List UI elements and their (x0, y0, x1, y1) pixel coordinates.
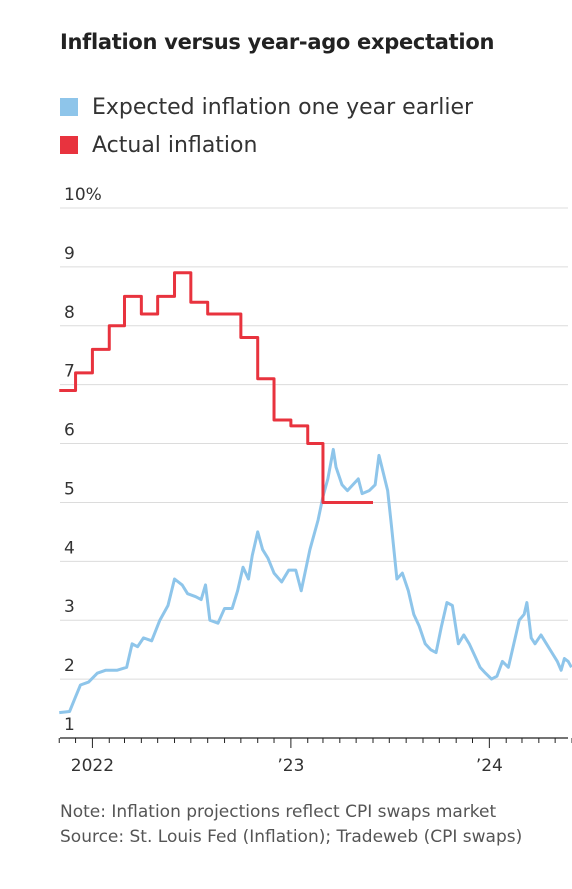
legend-label-expected: Expected inflation one year earlier (92, 94, 474, 120)
chart-title: Inflation versus year-ago expectation (60, 30, 495, 54)
x-tick-label: ’24 (476, 756, 503, 776)
y-tick-label: 8 (64, 303, 75, 323)
y-tick-label: 9 (64, 244, 75, 264)
y-tick-label: 7 (64, 362, 75, 382)
source-text: Source: St. Louis Fed (Inflation); Trade… (60, 827, 523, 847)
legend-swatch-expected (60, 98, 78, 116)
x-tick-label: ’23 (277, 756, 304, 776)
y-tick-label: 3 (64, 597, 75, 617)
y-tick-label: 6 (64, 421, 75, 441)
y-tick-label: 4 (64, 538, 75, 558)
y-tick-label: 5 (64, 479, 75, 499)
x-axis: 2022 ’23 ’24 (58, 737, 572, 776)
series-lines (59, 271, 572, 715)
legend: Expected inflation one year earlier Actu… (60, 88, 473, 164)
x-tick-label: 2022 (71, 756, 114, 776)
y-tick-label: 1 (64, 715, 75, 735)
series-actual-inflation (59, 271, 373, 504)
y-tick-label: 2 (64, 656, 75, 676)
legend-swatch-actual (60, 136, 78, 154)
note-text: Note: Inflation projections reflect CPI … (60, 802, 497, 822)
chart-footnote: Note: Inflation projections reflect CPI … (60, 800, 560, 850)
legend-label-actual: Actual inflation (92, 132, 258, 158)
y-tick-label: 10% (64, 185, 102, 205)
legend-item-actual: Actual inflation (60, 126, 473, 164)
series-expected-inflation (59, 447, 572, 715)
legend-item-expected: Expected inflation one year earlier (60, 88, 473, 126)
y-axis-labels: 10% 9 8 7 6 5 4 3 2 1 (64, 185, 102, 735)
